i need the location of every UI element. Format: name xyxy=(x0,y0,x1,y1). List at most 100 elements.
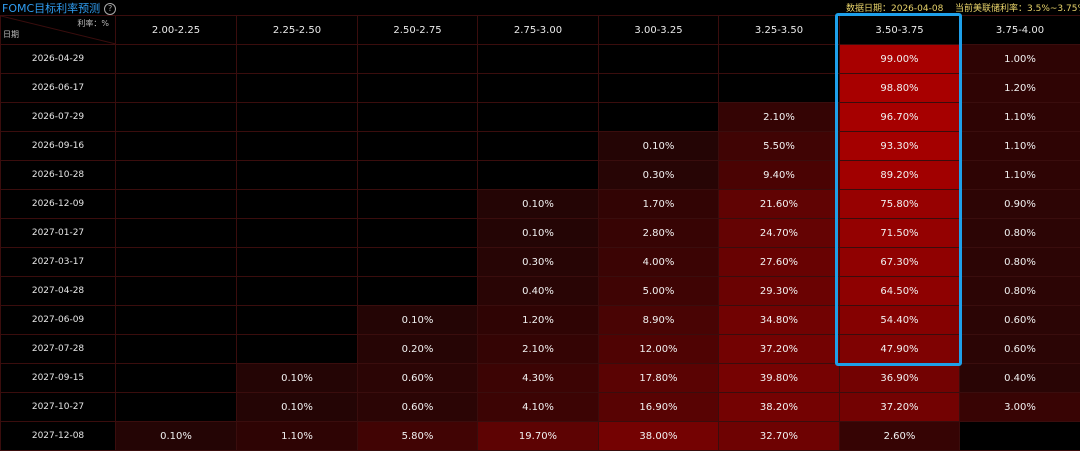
header-row: 利率：% 日期 2.00-2.25 2.25-2.50 2.50-2.75 2.… xyxy=(0,15,1080,45)
probability-cell: 1.10% xyxy=(959,131,1080,161)
question-circle-icon[interactable]: ? xyxy=(104,3,117,15)
probability-cell: 4.30% xyxy=(477,363,599,393)
corner-header: 利率：% 日期 xyxy=(0,15,116,45)
probability-cell xyxy=(357,73,478,103)
probability-cell: 37.20% xyxy=(718,334,840,364)
table-row[interactable]: 2026-04-29 99.00% 1.00% xyxy=(0,44,1080,74)
probability-cell xyxy=(357,160,478,190)
probability-cell: 0.40% xyxy=(477,276,599,306)
table-row[interactable]: 2027-09-15 0.10% 0.60% 4.30% 17.80% 39.80% 36.… xyxy=(0,363,1080,393)
probability-cell xyxy=(357,44,478,74)
probability-cell xyxy=(236,102,358,132)
probability-cell xyxy=(236,44,358,74)
row-date: 2027-12-08 xyxy=(0,421,116,451)
row-date: 2027-03-17 xyxy=(0,247,116,277)
probability-cell: 47.90% xyxy=(839,334,960,364)
probability-cell: 5.00% xyxy=(598,276,719,306)
probability-cell: 0.80% xyxy=(959,247,1080,277)
current-rate: 当前美联储利率：3.5%~3.75% xyxy=(955,4,1080,14)
row-date: 2027-06-09 xyxy=(0,305,116,335)
probability-cell xyxy=(115,305,237,335)
table-row[interactable]: 2027-03-17 0.30% 4.00% 27.60% 67.30% 0.80% xyxy=(0,247,1080,277)
table-row[interactable]: 2027-10-27 0.10% 0.60% 4.10% 16.90% 38.20% 37.… xyxy=(0,392,1080,422)
probability-cell xyxy=(477,160,599,190)
probability-cell xyxy=(115,334,237,364)
row-date: 2026-07-29 xyxy=(0,102,116,132)
probability-cell xyxy=(598,102,719,132)
probability-cell xyxy=(115,218,237,248)
probability-cell: 2.80% xyxy=(598,218,719,248)
probability-cell: 64.50% xyxy=(839,276,960,306)
probability-cell: 5.80% xyxy=(357,421,478,451)
probability-cell: 1.20% xyxy=(959,73,1080,103)
column-header[interactable]: 2.00-2.25 xyxy=(115,15,237,45)
row-date: 2027-07-28 xyxy=(0,334,116,364)
probability-cell xyxy=(236,189,358,219)
probability-cell: 96.70% xyxy=(839,102,960,132)
row-date: 2026-09-16 xyxy=(0,131,116,161)
probability-cell xyxy=(357,131,478,161)
probability-cell: 0.10% xyxy=(477,189,599,219)
probability-cell: 0.40% xyxy=(959,363,1080,393)
probability-cell xyxy=(477,73,599,103)
top-bar: FOMC目标利率预测? 数据日期：2026-04-08 当前美联储利率：3.5%… xyxy=(0,0,1080,15)
row-date: 2027-04-28 xyxy=(0,276,116,306)
probability-cell: 0.60% xyxy=(959,305,1080,335)
column-header[interactable]: 2.25-2.50 xyxy=(236,15,358,45)
table-row[interactable]: 2027-07-28 0.20% 2.10% 12.00% 37.20% 47.90% 0.… xyxy=(0,334,1080,364)
data-date: 数据日期：2026-04-08 xyxy=(846,4,944,14)
probability-cell xyxy=(115,102,237,132)
probability-cell xyxy=(718,44,840,74)
probability-cell xyxy=(236,73,358,103)
column-header[interactable]: 3.25-3.50 xyxy=(718,15,840,45)
probability-cell: 1.70% xyxy=(598,189,719,219)
table-row[interactable]: 2027-04-28 0.40% 5.00% 29.30% 64.50% 0.80% xyxy=(0,276,1080,306)
column-header[interactable]: 3.75-4.00 xyxy=(959,15,1080,45)
table-row[interactable]: 2027-12-08 0.10% 1.10% 5.80% 19.70% 38.00% 32.… xyxy=(0,421,1080,451)
probability-cell: 0.10% xyxy=(236,392,358,422)
table-body: 2026-04-29 99.00% 1.00% 2026-06-17 98.80% 1.2… xyxy=(0,44,1080,451)
row-date: 2026-04-29 xyxy=(0,44,116,74)
probability-cell xyxy=(357,247,478,277)
probability-cell: 0.10% xyxy=(598,131,719,161)
probability-cell xyxy=(477,102,599,132)
probability-cell: 24.70% xyxy=(718,218,840,248)
probability-table: 利率：% 日期 2.00-2.25 2.25-2.50 2.50-2.75 2.… xyxy=(0,15,1080,451)
table-row[interactable]: 2026-09-16 0.10% 5.50% 93.30% 1.10% xyxy=(0,131,1080,161)
probability-cell xyxy=(236,218,358,248)
probability-cell xyxy=(236,160,358,190)
table-row[interactable]: 2026-07-29 2.10% 96.70% 1.10% xyxy=(0,102,1080,132)
probability-cell: 2.10% xyxy=(477,334,599,364)
probability-cell: 21.60% xyxy=(718,189,840,219)
table-row[interactable]: 2026-06-17 98.80% 1.20% xyxy=(0,73,1080,103)
row-date: 2026-12-09 xyxy=(0,189,116,219)
probability-cell xyxy=(477,44,599,74)
probability-cell: 89.20% xyxy=(839,160,960,190)
table-row[interactable]: 2026-10-28 0.30% 9.40% 89.20% 1.10% xyxy=(0,160,1080,190)
probability-cell xyxy=(115,189,237,219)
column-header[interactable]: 2.75-3.00 xyxy=(477,15,599,45)
probability-cell: 4.00% xyxy=(598,247,719,277)
probability-cell: 1.10% xyxy=(959,160,1080,190)
probability-cell: 0.10% xyxy=(357,305,478,335)
probability-cell: 29.30% xyxy=(718,276,840,306)
column-header-highlighted[interactable]: 3.50-3.75 xyxy=(839,15,960,45)
corner-date-label: 日期 xyxy=(3,30,19,39)
probability-cell: 38.20% xyxy=(718,392,840,422)
probability-cell: 98.80% xyxy=(839,73,960,103)
probability-cell: 0.60% xyxy=(357,392,478,422)
probability-cell xyxy=(115,131,237,161)
table-row[interactable]: 2027-01-27 0.10% 2.80% 24.70% 71.50% 0.80% xyxy=(0,218,1080,248)
column-header[interactable]: 2.50-2.75 xyxy=(357,15,478,45)
column-header[interactable]: 3.00-3.25 xyxy=(598,15,719,45)
probability-cell: 0.30% xyxy=(477,247,599,277)
page-title-text: FOMC目标利率预测 xyxy=(2,2,101,15)
probability-cell: 54.40% xyxy=(839,305,960,335)
table-row[interactable]: 2026-12-09 0.10% 1.70% 21.60% 75.80% 0.90% xyxy=(0,189,1080,219)
probability-cell: 37.20% xyxy=(839,392,960,422)
probability-cell xyxy=(115,44,237,74)
row-date: 2027-09-15 xyxy=(0,363,116,393)
probability-cell: 0.30% xyxy=(598,160,719,190)
table-row[interactable]: 2027-06-09 0.10% 1.20% 8.90% 34.80% 54.40% 0.6… xyxy=(0,305,1080,335)
probability-cell xyxy=(357,218,478,248)
